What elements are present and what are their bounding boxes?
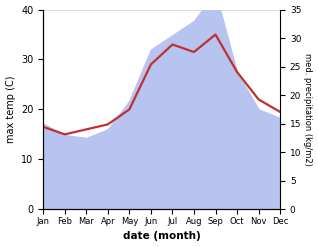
Y-axis label: max temp (C): max temp (C) <box>5 76 16 143</box>
Y-axis label: med. precipitation (kg/m2): med. precipitation (kg/m2) <box>303 53 313 166</box>
X-axis label: date (month): date (month) <box>123 231 201 242</box>
